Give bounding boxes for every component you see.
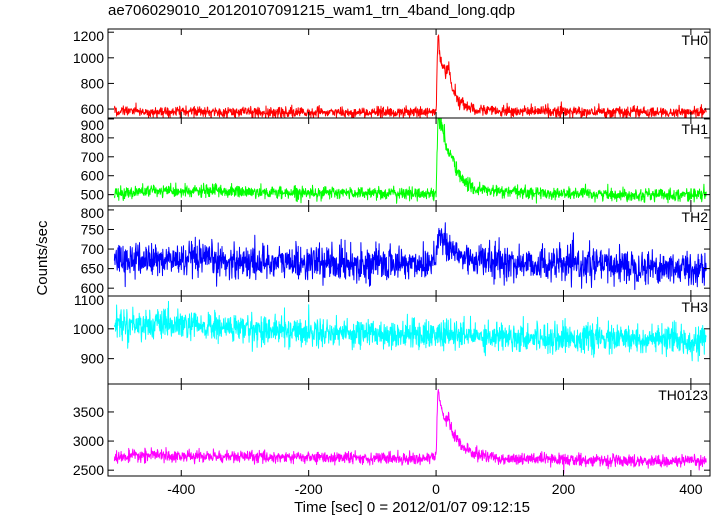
y-tick-label: 800 bbox=[81, 205, 105, 221]
series-th2-trace bbox=[113, 222, 707, 290]
y-tick-label: 1100 bbox=[74, 292, 104, 308]
x-tick-label: -400 bbox=[167, 481, 195, 497]
y-tick-label: 1200 bbox=[73, 28, 104, 44]
panel-frame bbox=[107, 28, 711, 119]
y-axis-label: Counts/sec bbox=[34, 220, 51, 296]
series-th0123-trace bbox=[113, 389, 707, 474]
x-axis-label: Time [sec] 0 = 2012/01/07 09:12:15 bbox=[294, 499, 530, 516]
y-tick-label: 900 bbox=[81, 117, 105, 133]
y-tick-label: 600 bbox=[81, 101, 105, 117]
panel-th0: 600 800 1000 1200 TH0 bbox=[73, 28, 711, 119]
y-tick-label: 700 bbox=[81, 241, 105, 257]
y-tick-label: 3000 bbox=[73, 433, 104, 449]
y-tick-label: 700 bbox=[81, 149, 105, 165]
y-tick-label: 800 bbox=[81, 75, 105, 91]
panel-name-label: TH0123 bbox=[658, 387, 708, 403]
series-th3-trace bbox=[113, 300, 707, 362]
panel-name-label: TH2 bbox=[682, 209, 709, 225]
x-tick-label: -200 bbox=[295, 481, 323, 497]
x-tick-label: 200 bbox=[552, 481, 576, 497]
y-tick-label: 800 bbox=[81, 130, 105, 146]
y-tick-label: 1000 bbox=[73, 50, 104, 66]
x-tick-label: 0 bbox=[432, 481, 440, 497]
panel-name-label: TH0 bbox=[682, 32, 709, 48]
y-tick-label: 500 bbox=[81, 187, 105, 203]
series-th1-trace bbox=[113, 118, 707, 204]
y-tick-label: 900 bbox=[81, 351, 105, 367]
panel-frame bbox=[107, 383, 711, 477]
panel-th0123: 2500 3000 3500 TH0123 bbox=[73, 383, 711, 478]
chart-title: ae706029010_20120107091215_wam1_trn_4ban… bbox=[108, 2, 515, 19]
y-tick-label: 1000 bbox=[73, 321, 104, 337]
panel-th3: 900 1000 1100 TH3 bbox=[73, 292, 711, 385]
panel-name-label: TH1 bbox=[682, 121, 709, 137]
y-tick-label: 3500 bbox=[73, 404, 104, 420]
series-th0-trace bbox=[113, 34, 707, 118]
x-tick-label: 400 bbox=[679, 481, 703, 497]
y-tick-label: 600 bbox=[81, 280, 105, 296]
panel-name-label: TH3 bbox=[682, 299, 709, 315]
y-tick-label: 750 bbox=[81, 221, 105, 237]
y-tick-label: 2500 bbox=[73, 462, 104, 478]
y-tick-label: 650 bbox=[81, 261, 105, 277]
y-tick-label: 600 bbox=[81, 168, 105, 184]
x-axis: -400 -200 0 200 400 bbox=[167, 481, 703, 497]
